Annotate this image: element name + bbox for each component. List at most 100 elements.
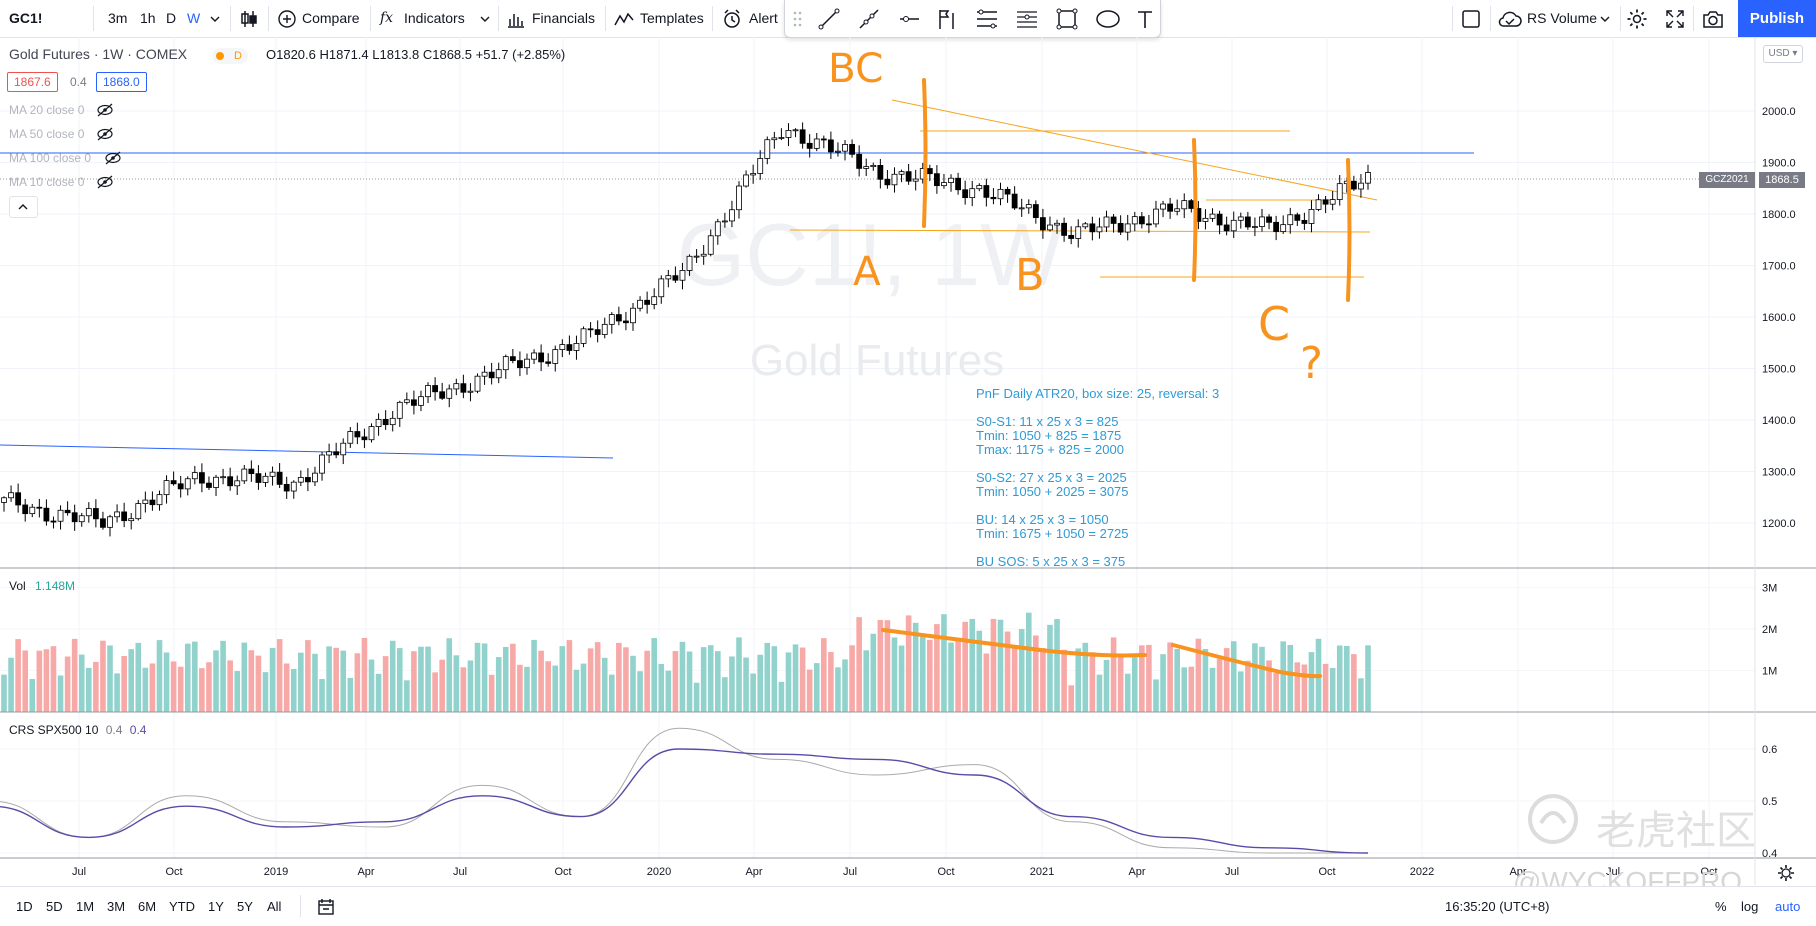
interval-d[interactable]: D bbox=[166, 10, 177, 26]
range-5d[interactable]: 5D bbox=[46, 899, 63, 914]
pnf-annotation[interactable]: PnF Daily ATR20, box size: 25, reversal:… bbox=[976, 387, 1219, 569]
candle-body bbox=[326, 451, 332, 456]
candle-body bbox=[481, 371, 488, 377]
candle-body bbox=[1103, 216, 1110, 228]
flag-icon[interactable] bbox=[935, 7, 959, 31]
indicator-dropdown-icon[interactable] bbox=[1600, 14, 1610, 24]
interval-3m[interactable]: 3m bbox=[108, 10, 128, 26]
candle-body bbox=[1244, 216, 1251, 228]
volume-bar bbox=[806, 669, 813, 712]
volume-bar bbox=[1096, 674, 1103, 712]
watermark-name: Gold Futures bbox=[750, 336, 1004, 385]
market-status-badge[interactable]: D bbox=[212, 48, 248, 64]
candle-body bbox=[1018, 207, 1025, 210]
clock-time[interactable]: 16:35:20 (UTC+8) bbox=[1445, 899, 1550, 914]
text-icon[interactable] bbox=[1135, 7, 1155, 31]
alert-button[interactable]: Alert bbox=[749, 10, 778, 26]
crs-line bbox=[0, 727, 1368, 854]
time-tick-label: 2019 bbox=[264, 866, 288, 878]
symbol-search[interactable]: GC1! bbox=[9, 10, 43, 26]
annotation-line bbox=[976, 457, 1219, 471]
financials-icon[interactable] bbox=[506, 10, 526, 28]
square-icon[interactable] bbox=[1461, 9, 1481, 29]
trend-line-icon[interactable] bbox=[817, 7, 841, 31]
candle-body bbox=[1336, 183, 1343, 200]
range-3m[interactable]: 3M bbox=[107, 899, 126, 914]
collapse-legend-button[interactable] bbox=[9, 196, 38, 218]
rectangle-icon[interactable] bbox=[1055, 7, 1079, 31]
candles-icon[interactable] bbox=[238, 8, 260, 30]
volume-bar bbox=[750, 673, 756, 712]
horizontal-ray-icon[interactable] bbox=[897, 7, 921, 31]
candle-body bbox=[156, 494, 163, 506]
volume-bar bbox=[1181, 667, 1188, 712]
indicators-dropdown-icon[interactable] bbox=[480, 14, 490, 24]
alarm-clock-icon[interactable] bbox=[721, 8, 743, 30]
candle-body bbox=[686, 255, 693, 271]
range-all[interactable]: All bbox=[267, 899, 282, 914]
hidden-eye-icon[interactable] bbox=[96, 175, 114, 189]
gear-icon[interactable] bbox=[1625, 7, 1649, 31]
candle-body bbox=[319, 454, 325, 474]
hidden-eye-icon[interactable] bbox=[104, 151, 122, 165]
templates-icon[interactable] bbox=[614, 10, 634, 28]
range-1d[interactable]: 1D bbox=[16, 899, 33, 914]
pitchfork-icon[interactable] bbox=[1015, 7, 1039, 31]
ray-icon[interactable] bbox=[857, 7, 881, 31]
publish-button[interactable]: Publish bbox=[1738, 0, 1816, 37]
volume-bar bbox=[404, 680, 410, 712]
range-1y[interactable]: 1Y bbox=[208, 899, 224, 914]
indicators-button[interactable]: Indicators bbox=[404, 10, 465, 26]
fullscreen-icon[interactable] bbox=[1665, 9, 1685, 29]
ma-20-label[interactable]: MA 20 close 0 bbox=[9, 103, 85, 117]
plus-circle-icon[interactable] bbox=[277, 9, 297, 29]
indicator-selector[interactable]: RS Volume bbox=[1527, 10, 1598, 26]
volume-bar bbox=[856, 617, 862, 712]
candle-body bbox=[163, 480, 170, 496]
range-6m[interactable]: 6M bbox=[138, 899, 157, 914]
candle-body bbox=[184, 478, 191, 490]
ask-price[interactable]: 1868.0 bbox=[96, 72, 147, 92]
range-1m[interactable]: 1M bbox=[76, 899, 95, 914]
candle-body bbox=[474, 375, 481, 392]
drag-handle-icon[interactable] bbox=[793, 11, 803, 27]
compare-button[interactable]: Compare bbox=[302, 10, 360, 26]
chart-canvas[interactable]: GC1!, 1W Gold Futures BCA BC? Jul Oct 2019 A… bbox=[0, 37, 1816, 885]
axes: Jul Oct 2019 Apr Jul Oct 2020 Apr Jul Oct 2021 Apr J… bbox=[0, 37, 1816, 885]
candle-body bbox=[57, 509, 64, 522]
fx-icon[interactable]: fx bbox=[380, 10, 394, 26]
ma-50-label[interactable]: MA 50 close 0 bbox=[9, 127, 85, 141]
ellipse-icon[interactable] bbox=[1095, 7, 1121, 31]
price-tag-value: 1868.5 bbox=[1759, 172, 1805, 188]
time-tick-label: 2022 bbox=[1410, 866, 1434, 878]
hand-drawings[interactable]: BCA BC? bbox=[828, 44, 1352, 679]
candle-body bbox=[1358, 182, 1364, 190]
volume-bar bbox=[64, 656, 71, 712]
interval-1h[interactable]: 1h bbox=[140, 10, 156, 26]
camera-icon[interactable] bbox=[1701, 8, 1725, 30]
hidden-eye-icon[interactable] bbox=[96, 103, 114, 117]
volume-bar bbox=[50, 646, 57, 712]
time-tick-label: Apr bbox=[745, 866, 762, 878]
range-ytd[interactable]: YTD bbox=[169, 899, 195, 914]
ma-100-label[interactable]: MA 100 close 0 bbox=[9, 151, 92, 165]
financials-button[interactable]: Financials bbox=[532, 10, 596, 26]
hidden-eye-icon[interactable] bbox=[96, 127, 114, 141]
scale-gear-icon[interactable] bbox=[1778, 865, 1794, 881]
percent-toggle[interactable]: % bbox=[1715, 899, 1727, 914]
parallel-channel-icon[interactable] bbox=[975, 7, 999, 31]
range-5y[interactable]: 5Y bbox=[237, 899, 253, 914]
volume-bar bbox=[686, 651, 693, 712]
ma-10-label[interactable]: MA 10 close 0 bbox=[9, 175, 85, 189]
interval-w[interactable]: W bbox=[187, 10, 201, 26]
log-toggle[interactable]: log bbox=[1741, 899, 1759, 914]
templates-button[interactable]: Templates bbox=[640, 10, 704, 26]
volume-bar bbox=[969, 618, 976, 712]
date-range-icon[interactable] bbox=[317, 898, 335, 916]
bid-price[interactable]: 1867.6 bbox=[7, 72, 58, 92]
cloud-icon[interactable] bbox=[1497, 9, 1523, 29]
candle-body bbox=[375, 418, 382, 427]
auto-toggle[interactable]: auto bbox=[1775, 899, 1801, 914]
interval-dropdown-icon[interactable] bbox=[210, 14, 220, 24]
currency-button[interactable]: USD ▾ bbox=[1763, 45, 1803, 63]
